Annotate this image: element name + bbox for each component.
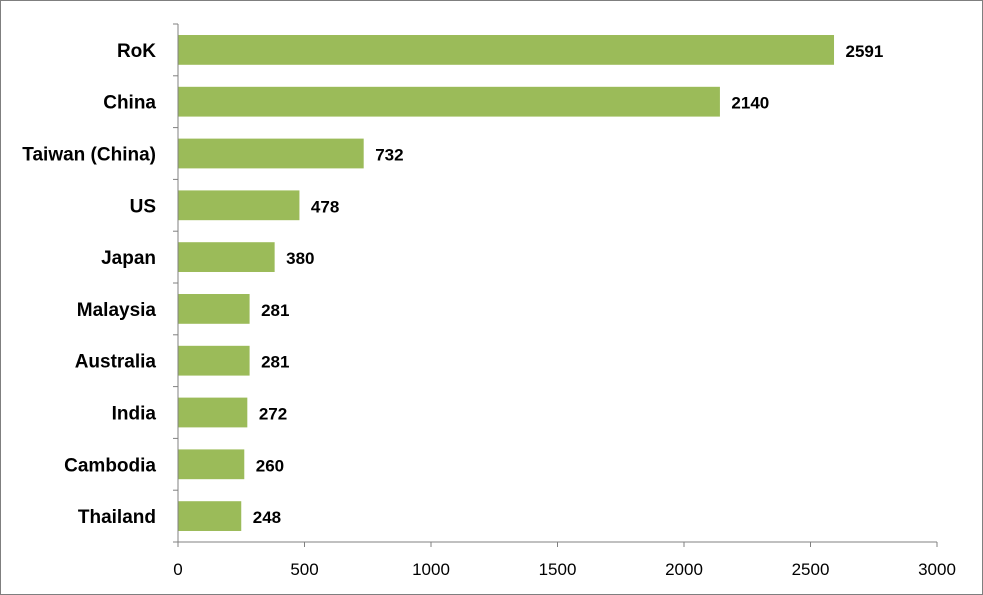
- x-tick-label: 3000: [918, 560, 956, 579]
- data-label: 281: [261, 353, 289, 372]
- bar-6: [178, 345, 250, 376]
- data-label: 380: [286, 249, 314, 268]
- x-tick-label: 500: [290, 560, 318, 579]
- category-label: Thailand: [78, 507, 156, 528]
- axis-layer: 0 500 1000 1500 2000 2500 3000: [173, 23, 956, 579]
- x-tick-label: 2500: [792, 560, 830, 579]
- data-label: 248: [253, 508, 281, 527]
- category-label: Taiwan (China): [22, 145, 156, 166]
- data-label: 2140: [731, 94, 769, 113]
- bar-7: [178, 397, 248, 428]
- bars-layer: [178, 35, 835, 531]
- category-label: RoK: [117, 41, 156, 62]
- data-label: 732: [375, 146, 403, 165]
- bar-4: [178, 242, 275, 272]
- category-label: US: [130, 196, 156, 217]
- data-label: 2591: [846, 42, 884, 61]
- data-label: 272: [259, 405, 287, 424]
- bar-5: [178, 294, 250, 324]
- x-tick-label: 2000: [665, 560, 703, 579]
- bar-3: [178, 190, 300, 221]
- bar-0: [178, 35, 835, 65]
- category-label: Australia: [75, 352, 157, 373]
- bar-2: [178, 138, 364, 169]
- x-tick-label: 1500: [539, 560, 577, 579]
- x-tick-label: 0: [173, 560, 182, 579]
- category-label: Cambodia: [64, 455, 156, 476]
- category-label: China: [103, 93, 156, 114]
- labels-layer: RoK 2591 China 2140 Taiwan (China) 732 US 478 Ja…: [22, 41, 883, 528]
- bar-8: [178, 449, 245, 480]
- bar-1: [178, 86, 720, 117]
- bar-9: [178, 501, 242, 531]
- category-label: Japan: [101, 248, 156, 269]
- category-label: India: [112, 404, 157, 425]
- data-label: 478: [311, 197, 339, 216]
- category-label: Malaysia: [77, 300, 157, 321]
- data-label: 260: [256, 456, 284, 475]
- x-tick-label: 1000: [412, 560, 450, 579]
- data-label: 281: [261, 301, 289, 320]
